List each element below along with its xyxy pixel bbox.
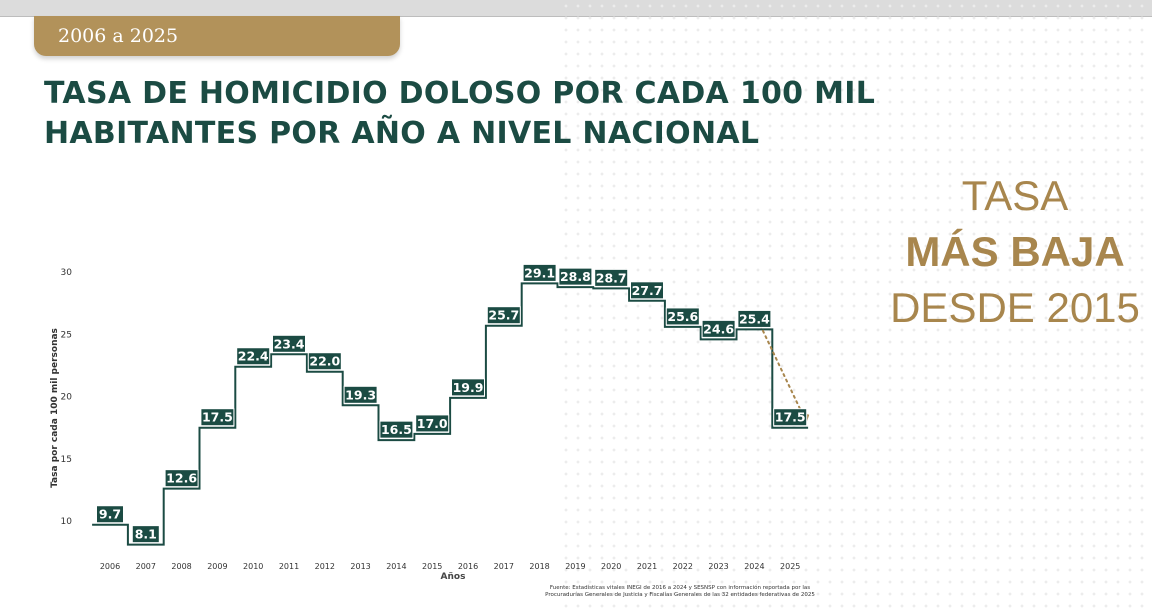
x-tick-label: 2013 (350, 562, 370, 571)
x-tick-label: 2012 (315, 562, 335, 571)
data-label-box (701, 319, 736, 338)
highlight-line-2: MÁS BAJA (905, 228, 1125, 275)
x-tick-label: 2021 (637, 562, 657, 571)
data-label: 24.6 (703, 321, 734, 336)
highlight-callout: TASA MÁS BAJA DESDE 2015 (880, 168, 1150, 336)
x-tick-label: 2008 (171, 562, 191, 571)
x-tick-label: 2011 (279, 562, 299, 571)
x-tick-label: 2015 (422, 562, 442, 571)
y-tick-label: 30 (61, 268, 73, 278)
data-label-box (131, 525, 160, 544)
source-note-line-2: Procuradurías Generales de Justicia y Fi… (545, 592, 815, 598)
data-label-box (200, 408, 235, 427)
x-tick-label: 2022 (673, 562, 693, 571)
series-step-line (92, 282, 809, 546)
x-tick-label: 2024 (744, 562, 764, 571)
period-tab: 2006 a 2025 (34, 16, 400, 56)
data-label: 19.9 (453, 380, 484, 395)
data-label-box (737, 309, 772, 328)
data-label: 22.4 (238, 349, 269, 364)
data-label: 12.6 (166, 471, 197, 486)
x-tick-label: 2010 (243, 562, 263, 571)
page-title: TASA DE HOMICIDIO DOLOSO POR CADA 100 MI… (44, 74, 944, 154)
data-label: 29.1 (524, 265, 555, 280)
x-axis-label: Años (441, 572, 466, 582)
source-note-line-1: Fuente: Estadísticas vitales INEGI de 20… (549, 585, 811, 591)
x-tick-label: 2018 (529, 562, 549, 571)
data-label-box (486, 306, 521, 325)
data-label-box (558, 267, 593, 286)
data-label: 27.7 (632, 283, 663, 298)
source-note: Fuente: Estadísticas vitales INEGI de 20… (500, 585, 860, 599)
title-line-2: HABITANTES POR AÑO A NIVEL NACIONAL (44, 116, 760, 151)
data-label-box (451, 378, 485, 397)
y-axis-label: Tasa por cada 100 mil personas (50, 328, 60, 488)
x-tick-label: 2025 (780, 562, 800, 571)
x-tick-label: 2016 (458, 562, 478, 571)
data-label-box (164, 469, 199, 488)
data-label-box (307, 352, 342, 371)
data-label: 28.8 (560, 269, 591, 284)
y-tick-label: 20 (61, 393, 73, 403)
y-tick-label: 15 (61, 455, 72, 465)
data-label: 17.5 (202, 410, 233, 425)
data-label-box (522, 263, 557, 282)
data-label-box (665, 307, 700, 326)
data-label: 17.0 (417, 416, 448, 431)
data-label-box (415, 414, 450, 433)
data-label: 25.4 (739, 311, 770, 326)
x-tick-label: 2023 (708, 562, 728, 571)
data-label: 25.6 (667, 309, 698, 324)
x-tick-label: 2014 (386, 562, 406, 571)
data-label-box (343, 385, 378, 404)
data-label: 25.7 (488, 308, 519, 323)
period-tab-label: 2006 a 2025 (58, 25, 179, 47)
annotation-arrow (759, 324, 806, 419)
x-tick-label: 2020 (601, 562, 621, 571)
data-label: 19.3 (345, 387, 376, 402)
highlight-line-3: DESDE 2015 (890, 284, 1140, 331)
data-label: 8.1 (135, 527, 157, 542)
data-label-box (272, 334, 306, 353)
y-tick-label: 25 (61, 330, 72, 340)
highlight-line-1: TASA (961, 172, 1069, 219)
dot-pattern-background (560, 0, 1152, 611)
data-label-box (96, 505, 124, 524)
data-label-box (630, 281, 664, 300)
data-label: 9.7 (99, 507, 121, 522)
x-tick-label: 2009 (207, 562, 227, 571)
x-tick-label: 2006 (100, 562, 120, 571)
data-label: 17.5 (775, 410, 806, 425)
data-label: 16.5 (381, 422, 412, 437)
x-tick-label: 2007 (136, 562, 156, 571)
data-label: 23.4 (274, 336, 305, 351)
data-label: 28.7 (596, 270, 627, 285)
data-label-box (379, 420, 414, 439)
data-label-box (594, 268, 629, 287)
x-tick-label: 2017 (494, 562, 514, 571)
x-tick-label: 2019 (565, 562, 585, 571)
title-line-1: TASA DE HOMICIDIO DOLOSO POR CADA 100 MI… (44, 76, 876, 111)
data-label: 22.0 (309, 354, 340, 369)
y-tick-label: 10 (61, 517, 73, 527)
data-label-box (236, 347, 271, 366)
data-label-box (773, 408, 808, 427)
